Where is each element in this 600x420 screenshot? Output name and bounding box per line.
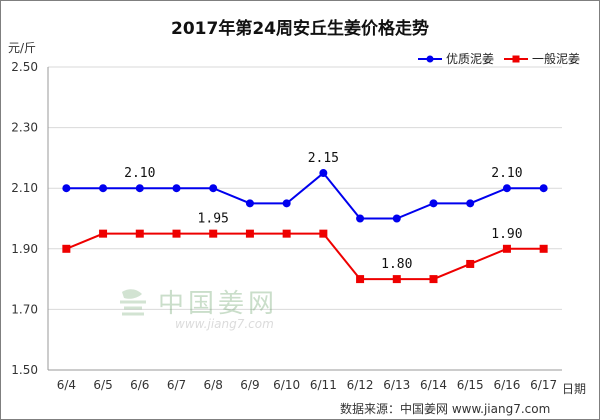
legend-marker-regular xyxy=(503,55,528,62)
x-tick-label: 6/8 xyxy=(204,378,223,392)
legend-item-premium: 优质泥姜 xyxy=(417,50,494,67)
data-point xyxy=(99,229,108,238)
x-tick-label: 6/17 xyxy=(530,378,557,392)
data-point xyxy=(135,229,144,238)
data-point xyxy=(502,184,511,193)
axis-layer: 1.50 1.70 1.90 2.10 2.30 2.50 6/4 6/5 6/6 6/7 6/8 6… xyxy=(11,60,562,392)
legend-label-premium: 优质泥姜 xyxy=(445,52,494,66)
series-line xyxy=(65,232,544,281)
chart-title: 2017年第24周安丘生姜价格走势 xyxy=(171,19,429,39)
data-point xyxy=(356,214,365,223)
data-point xyxy=(209,229,218,238)
data-label: 1.90 xyxy=(491,227,522,242)
watermark: 中国姜网 www.jiang7.com xyxy=(120,289,278,331)
x-tick-label: 6/13 xyxy=(383,378,410,392)
data-point xyxy=(392,214,401,223)
x-tick-label: 6/9 xyxy=(240,378,259,392)
y-tick-label: 1.70 xyxy=(11,302,38,316)
data-label: 2.10 xyxy=(124,166,155,181)
data-point xyxy=(466,259,475,268)
data-label: 2.10 xyxy=(491,166,522,181)
legend-label-regular: 一般泥姜 xyxy=(531,52,580,66)
watermark-brand: 中国姜网 xyxy=(158,289,278,319)
data-point xyxy=(319,169,328,178)
x-tick-label: 6/6 xyxy=(130,378,149,392)
data-point xyxy=(502,244,511,253)
data-label: 1.95 xyxy=(198,212,229,227)
x-tick-label: 6/11 xyxy=(310,378,337,392)
data-point xyxy=(282,199,291,208)
x-axis-unit: 日期 xyxy=(562,382,587,396)
y-axis-unit: 元/斤 xyxy=(8,41,37,55)
data-point xyxy=(466,199,475,208)
y-tick-label: 2.10 xyxy=(11,181,38,195)
source-note: 数据来源：中国姜网 www.jiang7.com xyxy=(340,402,551,416)
y-tick-label: 2.30 xyxy=(11,121,38,135)
data-label: 1.80 xyxy=(381,257,412,272)
data-point xyxy=(172,229,181,238)
data-point xyxy=(392,275,401,284)
data-label: 2.15 xyxy=(308,151,339,166)
data-point xyxy=(282,229,291,238)
y-tick-label: 1.50 xyxy=(11,363,38,377)
data-point xyxy=(62,184,71,193)
data-point xyxy=(135,184,144,193)
data-point xyxy=(172,184,181,193)
series-layer xyxy=(62,169,548,284)
x-tick-label: 6/10 xyxy=(273,378,300,392)
x-tick-label: 6/12 xyxy=(347,378,374,392)
watermark-url: www.jiang7.com xyxy=(175,317,274,331)
data-point xyxy=(245,229,254,238)
data-point xyxy=(319,229,328,238)
x-tick-label: 6/15 xyxy=(457,378,484,392)
x-tick-label: 6/16 xyxy=(493,378,520,392)
x-tick-label: 6/7 xyxy=(167,378,186,392)
data-point xyxy=(62,244,71,253)
data-point xyxy=(539,184,548,193)
data-point xyxy=(429,275,438,284)
legend: 优质泥姜 一般泥姜 xyxy=(417,50,580,67)
data-label-layer: 2.10 2.15 2.10 1.95 1.80 1.90 xyxy=(124,151,522,272)
watermark-logo xyxy=(120,289,146,316)
data-point xyxy=(356,275,365,284)
data-point xyxy=(245,199,254,208)
x-tick-label: 6/4 xyxy=(57,378,76,392)
legend-item-regular: 一般泥姜 xyxy=(503,50,580,67)
y-tick-label: 2.50 xyxy=(11,60,38,74)
data-point xyxy=(99,184,108,193)
y-tick-label: 1.90 xyxy=(11,242,38,256)
series-line xyxy=(66,171,544,220)
data-point xyxy=(209,184,218,193)
x-tick-label: 6/5 xyxy=(93,378,112,392)
data-point xyxy=(539,244,548,253)
data-point xyxy=(429,199,438,208)
legend-marker-premium xyxy=(417,55,442,62)
x-tick-label: 6/14 xyxy=(420,378,447,392)
